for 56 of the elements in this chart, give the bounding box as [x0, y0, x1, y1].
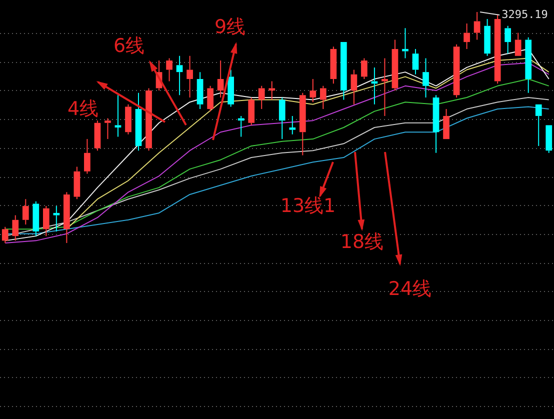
candlestick	[228, 69, 234, 108]
candlestick	[443, 108, 450, 140]
candlestick	[504, 25, 512, 54]
candlestick	[382, 58, 388, 116]
candlestick	[514, 32, 522, 56]
candlestick	[248, 96, 255, 126]
candlestick	[535, 104, 542, 146]
text: 24线	[388, 278, 432, 300]
candlestick	[525, 36, 532, 94]
candlestick	[422, 58, 429, 98]
annotation: 3295.19	[502, 8, 548, 21]
annotation: 18线	[340, 230, 384, 253]
candlestick	[114, 94, 122, 138]
candlestick	[2, 226, 8, 244]
candlestick	[186, 55, 193, 98]
candlestick	[74, 166, 80, 200]
candlestick	[350, 69, 358, 105]
candlestick	[166, 58, 172, 82]
candlestick	[258, 85, 265, 110]
annotation: 9线	[214, 16, 246, 38]
candlestick	[299, 92, 306, 156]
candlestick	[135, 92, 142, 152]
candlestick	[22, 198, 29, 226]
candlestick	[278, 96, 286, 140]
candlestick	[412, 48, 419, 75]
candlestick	[289, 115, 296, 135]
candlestick	[32, 200, 40, 237]
candlestick	[84, 138, 90, 174]
candlestick	[330, 46, 337, 84]
candlestick	[320, 85, 326, 110]
candlestick	[453, 44, 460, 98]
candlestick	[392, 39, 398, 92]
candlestick	[268, 80, 276, 100]
candlestick	[310, 78, 316, 103]
candlestick	[94, 120, 101, 152]
candlestick	[196, 72, 204, 110]
candlestick	[146, 88, 152, 152]
candlestick	[402, 28, 408, 59]
candlestick	[53, 206, 60, 232]
candlestick	[432, 94, 440, 154]
annotation: 6线	[113, 34, 145, 57]
candlestick	[12, 214, 19, 242]
annotation: 4线	[67, 98, 99, 120]
annotation: 13线1	[280, 194, 336, 217]
candlestick	[464, 23, 470, 50]
candlestick	[176, 55, 183, 96]
candlestick	[217, 60, 224, 98]
candlestick	[64, 192, 70, 244]
candlestick	[361, 58, 368, 80]
candlestick	[207, 85, 214, 112]
candlestick	[42, 206, 50, 237]
candlestick	[474, 12, 480, 40]
candlestick	[484, 18, 490, 56]
candlestick	[546, 125, 552, 154]
candlestick	[104, 118, 111, 140]
candlestick	[125, 104, 132, 135]
